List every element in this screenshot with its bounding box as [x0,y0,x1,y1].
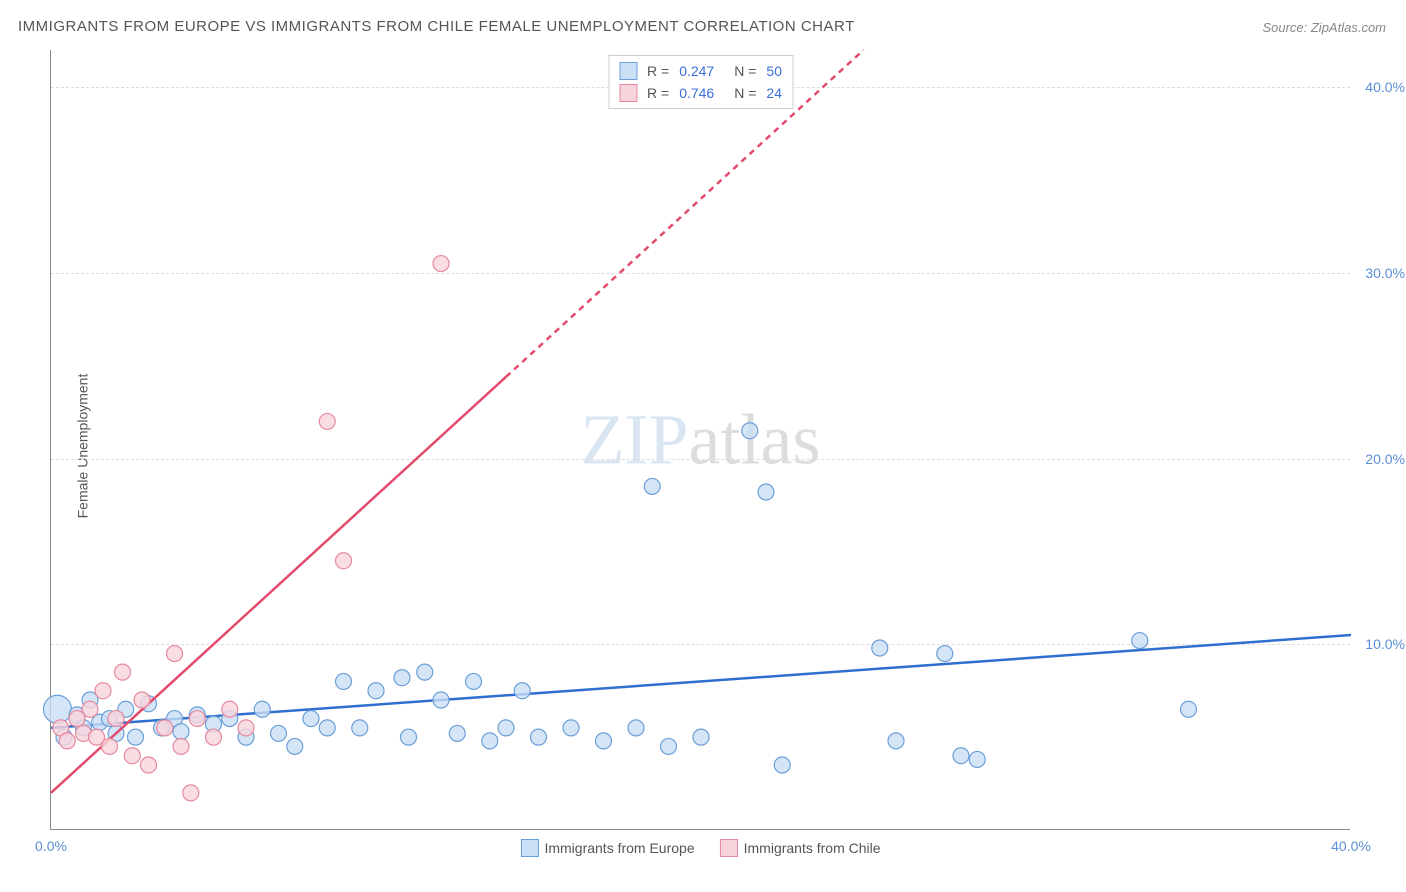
scatter-point [953,748,969,764]
legend-swatch [720,839,738,857]
scatter-point [319,720,335,736]
legend-correlation-row: R = 0.746 N = 24 [619,82,782,104]
legend-swatch [619,62,637,80]
scatter-point [644,478,660,494]
scatter-point [183,785,199,801]
scatter-point [167,646,183,662]
scatter-point [271,725,287,741]
scatter-point [661,738,677,754]
scatter-point [102,738,118,754]
legend-r-label: R = [647,63,669,79]
legend-series-label: Immigrants from Europe [544,840,694,856]
scatter-point [319,413,335,429]
legend-r-label: R = [647,85,669,101]
scatter-point [1132,633,1148,649]
scatter-point [173,738,189,754]
scatter-point [693,729,709,745]
scatter-point [742,423,758,439]
legend-r-value: 0.247 [679,63,714,79]
scatter-point [173,724,189,740]
scatter-point [872,640,888,656]
scatter-point [254,701,270,717]
legend-n-value: 50 [766,63,782,79]
legend-series-item: Immigrants from Chile [720,839,881,857]
scatter-point [368,683,384,699]
chart-container: IMMIGRANTS FROM EUROPE VS IMMIGRANTS FRO… [0,0,1406,892]
y-tick-label: 40.0% [1365,79,1405,95]
scatter-point [401,729,417,745]
scatter-point [82,701,98,717]
legend-series-label: Immigrants from Chile [744,840,881,856]
scatter-point [303,711,319,727]
legend-series-item: Immigrants from Europe [520,839,694,857]
scatter-point [124,748,140,764]
legend-swatch [619,84,637,102]
scatter-point [352,720,368,736]
legend-swatch [520,839,538,857]
scatter-point [937,646,953,662]
scatter-point [969,751,985,767]
scatter-point [157,720,173,736]
scatter-point [1181,701,1197,717]
scatter-point [433,256,449,272]
scatter-point [758,484,774,500]
legend-series: Immigrants from Europe Immigrants from Ch… [520,839,880,857]
scatter-svg [51,50,1350,829]
chart-title: IMMIGRANTS FROM EUROPE VS IMMIGRANTS FRO… [18,18,855,35]
y-tick-label: 10.0% [1365,636,1405,652]
plot-area: ZIPatlas 10.0%20.0%30.0%40.0% 0.0%40.0% … [50,50,1350,830]
legend-r-value: 0.746 [679,85,714,101]
scatter-point [514,683,530,699]
legend-correlation-row: R = 0.247 N = 50 [619,60,782,82]
scatter-point [449,725,465,741]
scatter-point [336,553,352,569]
scatter-point [141,757,157,773]
scatter-point [287,738,303,754]
x-tick-label: 40.0% [1331,838,1371,854]
scatter-point [466,673,482,689]
scatter-point [482,733,498,749]
scatter-point [128,729,144,745]
scatter-point [774,757,790,773]
scatter-point [531,729,547,745]
scatter-point [336,673,352,689]
scatter-point [222,701,238,717]
scatter-point [206,729,222,745]
scatter-point [596,733,612,749]
scatter-point [238,720,254,736]
scatter-point [628,720,644,736]
legend-n-label: N = [734,85,756,101]
scatter-point [189,711,205,727]
y-tick-label: 30.0% [1365,265,1405,281]
scatter-point [108,711,124,727]
scatter-point [433,692,449,708]
scatter-point [417,664,433,680]
scatter-point [95,683,111,699]
trend-line-solid [51,635,1351,728]
scatter-point [498,720,514,736]
x-tick-label: 0.0% [35,838,67,854]
source-credit: Source: ZipAtlas.com [1262,20,1386,35]
scatter-point [59,733,75,749]
scatter-point [394,670,410,686]
legend-correlation-box: R = 0.247 N = 50 R = 0.746 N = 24 [608,55,793,109]
scatter-point [44,695,72,723]
scatter-point [134,692,150,708]
scatter-point [563,720,579,736]
legend-n-label: N = [734,63,756,79]
legend-n-value: 24 [766,85,782,101]
y-tick-label: 20.0% [1365,451,1405,467]
scatter-point [888,733,904,749]
scatter-point [115,664,131,680]
